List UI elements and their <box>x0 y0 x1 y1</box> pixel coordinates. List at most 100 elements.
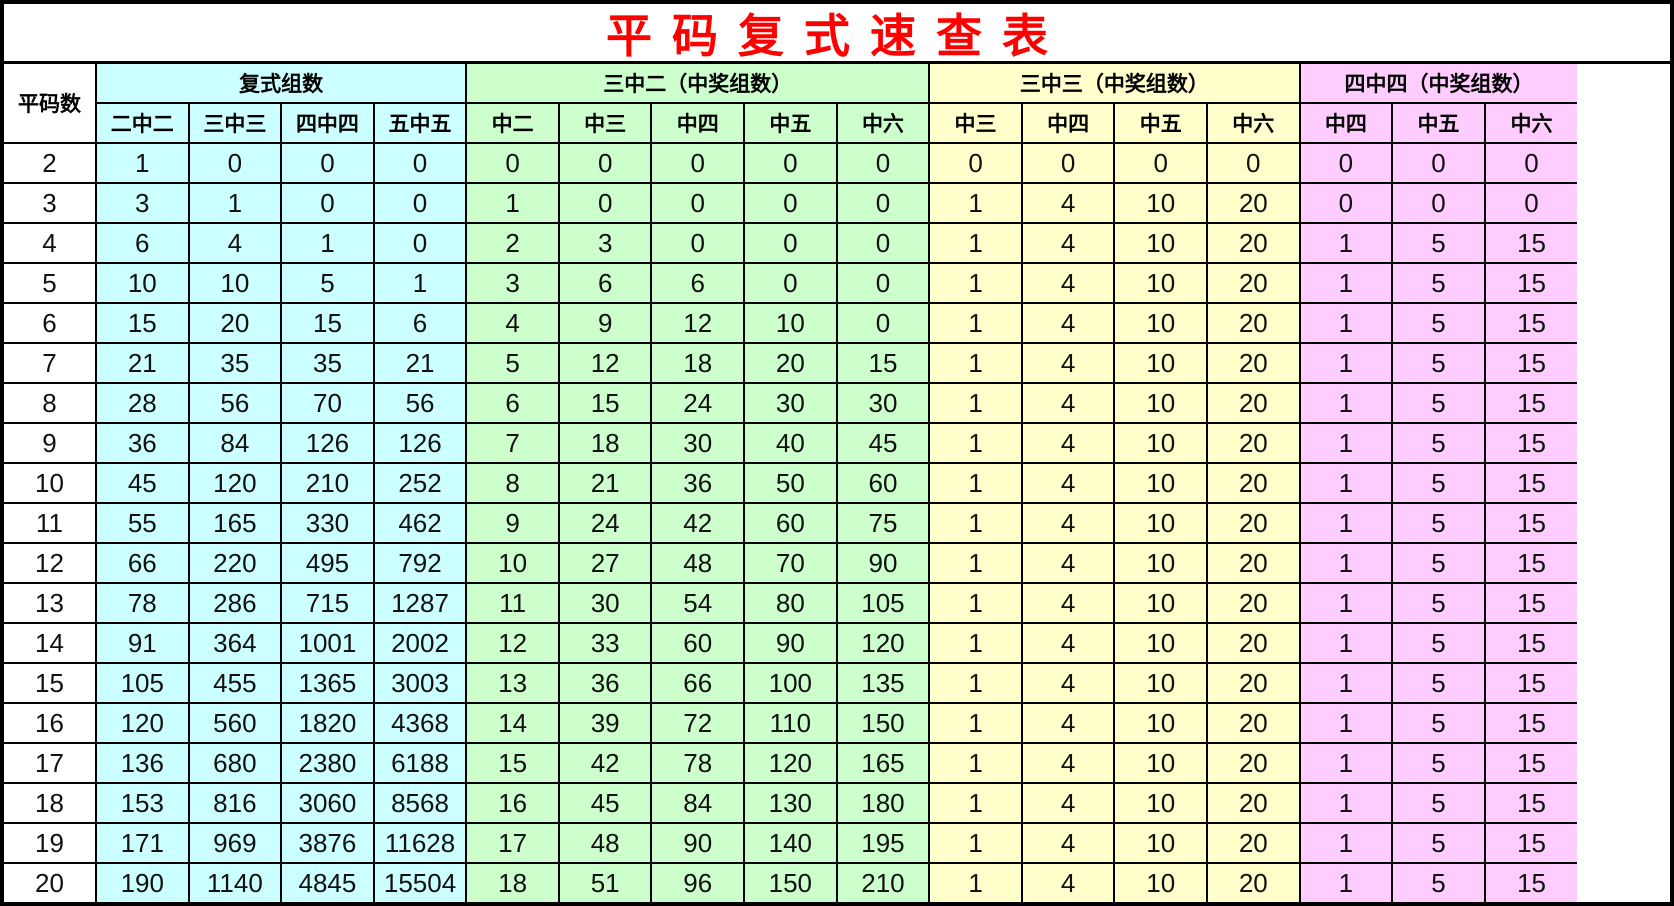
value-cell: 20 <box>1206 582 1301 624</box>
value-cell: 150 <box>743 862 838 904</box>
value-cell: 8 <box>465 462 560 504</box>
value-cell: 20 <box>1206 422 1301 464</box>
value-cell: 4 <box>1020 302 1116 344</box>
row-label-cell: 3 <box>4 182 97 224</box>
table-row: 15 105 455 1365 3003 13 36 66 100 135 1 4 10 20 1 5 15 <box>4 662 1670 704</box>
value-cell: 1 <box>1298 582 1394 624</box>
value-cell: 4368 <box>372 702 468 744</box>
value-cell: 680 <box>187 742 283 784</box>
value-cell: 4 <box>1020 622 1116 664</box>
value-cell: 495 <box>280 542 375 584</box>
value-cell: 12 <box>650 302 746 344</box>
value-cell: 0 <box>650 222 746 264</box>
value-cell: 2 <box>465 222 560 264</box>
value-cell: 96 <box>650 862 746 904</box>
value-cell: 1 <box>280 222 375 264</box>
value-cell: 3 <box>95 182 190 224</box>
table-row: 7 21 35 35 21 5 12 18 20 15 1 4 10 20 1 5 15 <box>4 342 1670 384</box>
value-cell: 6188 <box>372 742 468 784</box>
value-cell: 14 <box>465 702 560 744</box>
value-cell: 12 <box>465 622 560 664</box>
value-cell: 1 <box>1298 622 1394 664</box>
value-cell: 1 <box>187 182 283 224</box>
value-cell: 66 <box>95 542 190 584</box>
value-cell: 15 <box>1483 742 1578 784</box>
value-cell: 1 <box>928 622 1023 664</box>
value-cell: 0 <box>743 142 838 184</box>
value-cell: 5 <box>1391 742 1486 784</box>
row-label-cell: 17 <box>4 742 97 784</box>
value-cell: 20 <box>1206 462 1301 504</box>
value-cell: 4 <box>1020 462 1116 504</box>
table-row: 8 28 56 70 56 6 15 24 30 30 1 4 10 20 1 5 15 <box>4 382 1670 424</box>
value-cell: 90 <box>650 822 746 864</box>
value-cell: 0 <box>280 182 375 224</box>
value-cell: 4 <box>1020 222 1116 264</box>
value-cell: 15 <box>1483 342 1578 384</box>
value-cell: 126 <box>280 422 375 464</box>
value-cell: 48 <box>557 822 653 864</box>
value-cell: 1287 <box>372 582 468 624</box>
value-cell: 0 <box>650 182 746 224</box>
column-header: 二中二 <box>96 102 190 144</box>
value-cell: 45 <box>95 462 190 504</box>
value-cell: 10 <box>95 262 190 304</box>
value-cell: 42 <box>650 502 746 544</box>
value-cell: 1 <box>1298 662 1394 704</box>
value-cell: 0 <box>1113 142 1208 184</box>
value-cell: 11628 <box>372 822 468 864</box>
value-cell: 4 <box>1020 742 1116 784</box>
value-cell: 4 <box>1020 342 1116 384</box>
value-cell: 4 <box>1020 502 1116 544</box>
value-cell: 4 <box>465 302 560 344</box>
value-cell: 18 <box>465 862 560 904</box>
value-cell: 0 <box>835 182 931 224</box>
value-cell: 195 <box>835 822 931 864</box>
value-cell: 20 <box>1206 822 1301 864</box>
value-cell: 120 <box>187 462 283 504</box>
page-title: 平码复式速查表 <box>4 4 1670 64</box>
value-cell: 1 <box>928 422 1023 464</box>
value-cell: 78 <box>95 582 190 624</box>
value-cell: 6 <box>650 262 746 304</box>
value-cell: 56 <box>187 382 283 424</box>
column-header: 中四 <box>1298 102 1394 144</box>
value-cell: 171 <box>95 822 190 864</box>
value-cell: 1 <box>1298 502 1394 544</box>
value-cell: 0 <box>835 302 931 344</box>
value-cell: 42 <box>557 742 653 784</box>
row-label-cell: 14 <box>4 622 97 664</box>
value-cell: 15 <box>835 342 931 384</box>
value-cell: 15 <box>1483 702 1578 744</box>
value-cell: 91 <box>95 622 190 664</box>
value-cell: 24 <box>650 382 746 424</box>
value-cell: 9 <box>465 502 560 544</box>
value-cell: 792 <box>372 542 468 584</box>
value-cell: 6 <box>95 222 190 264</box>
value-cell: 110 <box>743 702 838 744</box>
value-cell: 364 <box>187 622 283 664</box>
value-cell: 5 <box>1391 542 1486 584</box>
value-cell: 50 <box>743 462 838 504</box>
value-cell: 24 <box>557 502 653 544</box>
value-cell: 15 <box>1483 662 1578 704</box>
value-cell: 4 <box>1020 662 1116 704</box>
value-cell: 10 <box>1113 782 1208 824</box>
value-cell: 11 <box>465 582 560 624</box>
value-cell: 5 <box>1391 662 1486 704</box>
value-cell: 15 <box>1483 222 1578 264</box>
row-label-cell: 11 <box>4 502 97 544</box>
value-cell: 15 <box>1483 582 1578 624</box>
row-label-cell: 8 <box>4 382 97 424</box>
value-cell: 0 <box>372 222 468 264</box>
header-row-columns: 二中二 三中三 四中四 五中五 中二 中三 中四 中五 中六 中三 中四 中五 中六 中四 中五 中六 <box>4 102 1670 144</box>
value-cell: 1 <box>1298 822 1394 864</box>
table-row: 17 136 680 2380 6188 15 42 78 120 165 1 4 10 20 1 5 15 <box>4 742 1670 784</box>
value-cell: 15504 <box>372 862 468 904</box>
value-cell: 4 <box>1020 862 1116 904</box>
value-cell: 5 <box>465 342 560 384</box>
table-row: 20 190 1140 4845 15504 18 51 96 150 210 1 4 10 20 1 5 15 <box>4 862 1670 904</box>
value-cell: 1 <box>1298 302 1394 344</box>
value-cell: 1 <box>1298 342 1394 384</box>
value-cell: 330 <box>280 502 375 544</box>
